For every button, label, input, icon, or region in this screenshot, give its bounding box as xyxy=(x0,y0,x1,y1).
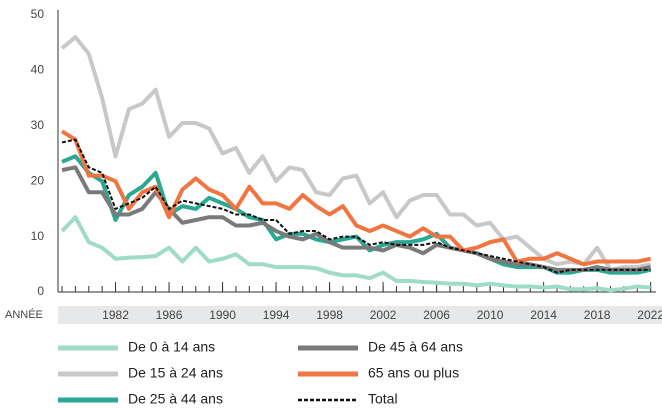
y-tick-label: 10 xyxy=(31,229,45,243)
x-tick-label: 2018 xyxy=(584,308,611,322)
series-line xyxy=(60,129,652,267)
x-tick-label: 2006 xyxy=(423,308,450,322)
legend-label: De 15 à 24 ans xyxy=(128,365,223,381)
x-tick-label: 1986 xyxy=(156,308,183,322)
series-line xyxy=(60,35,652,272)
legend-label: 65 ans ou plus xyxy=(368,365,459,381)
series-line xyxy=(61,138,651,274)
x-tick-label: 1994 xyxy=(263,308,290,322)
x-tick-label: 1998 xyxy=(316,308,343,322)
x-tick-label: 2014 xyxy=(530,308,557,322)
y-tick-label: 30 xyxy=(31,118,45,132)
y-tick-label: 20 xyxy=(31,173,45,187)
x-axis-label: ANNÉE xyxy=(5,308,43,321)
legend-label: De 0 à 14 ans xyxy=(128,339,215,355)
series-line xyxy=(60,215,651,293)
x-tick-label: 2002 xyxy=(370,308,397,322)
x-tick-label: 2022 xyxy=(637,308,662,322)
legend-label: De 45 à 64 ans xyxy=(368,339,463,355)
legend-label: De 25 à 44 ans xyxy=(128,391,223,407)
x-tick-label: 1990 xyxy=(209,308,236,322)
legend-label: Total xyxy=(368,391,398,407)
y-tick-label: 50 xyxy=(31,7,45,21)
x-tick-label: 1982 xyxy=(102,308,129,322)
x-axis-band xyxy=(58,306,662,324)
y-tick-label: 0 xyxy=(37,284,44,298)
x-tick-label: 2010 xyxy=(477,308,504,322)
y-tick-label: 40 xyxy=(31,63,45,77)
